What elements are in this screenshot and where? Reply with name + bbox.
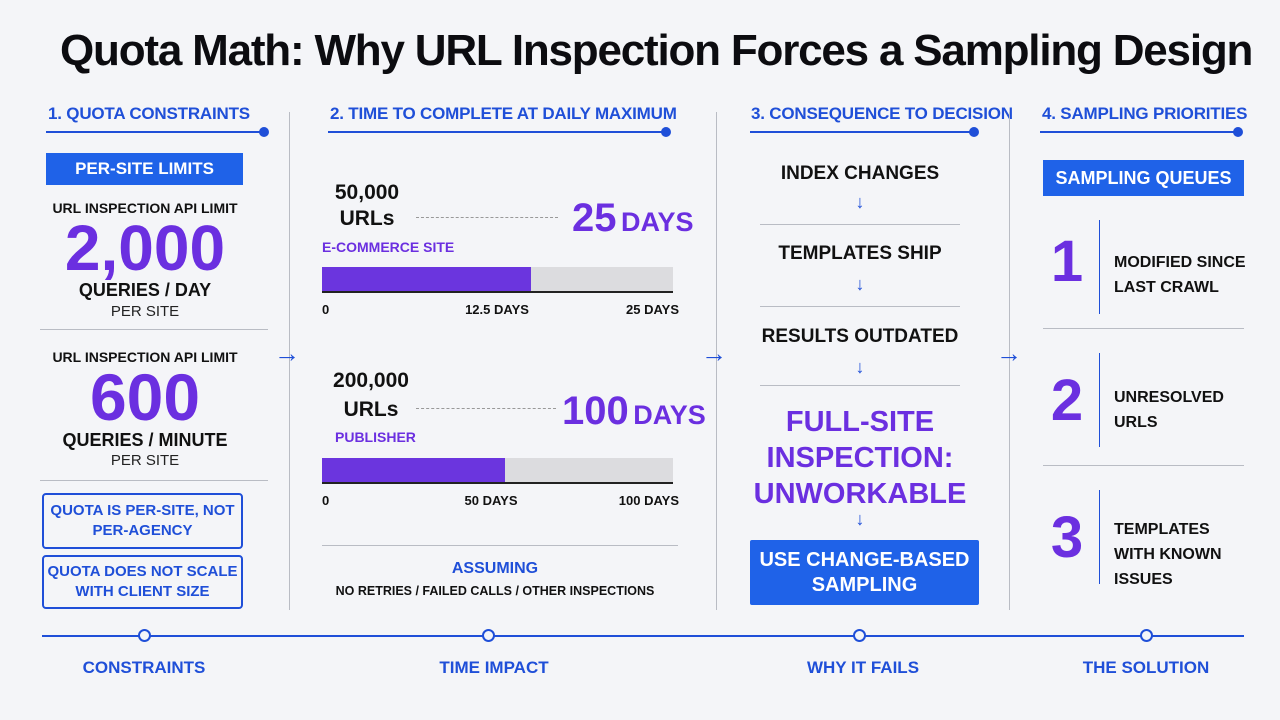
arrow-down-icon: ↓: [855, 509, 865, 529]
per-site-note: QUOTA IS PER-SITE, NOT PER-AGENCY: [42, 493, 243, 549]
timeline-dot-1: [138, 629, 151, 642]
timeline-dot-2: [482, 629, 495, 642]
case-2-tick-mid: 50 DAYS: [464, 493, 518, 508]
column-divider-1: [289, 112, 290, 610]
case-1-tick-0: 0: [322, 302, 330, 317]
section-3-heading: 3. CONSEQUENCE TO DECISION: [751, 104, 1013, 123]
queue-1-marker: [1099, 220, 1100, 314]
section-1-divider-2: [40, 480, 268, 481]
section-2-rule: [328, 131, 666, 133]
case-2-days-number: 100: [562, 389, 629, 433]
case-1-leader: [416, 217, 558, 218]
section-4-rule: [1040, 131, 1238, 133]
assuming-note: NO RETRIES / FAILED CALLS / OTHER INSPEC…: [335, 584, 655, 598]
case-2-tick-0: 0: [322, 493, 330, 508]
case-1-days-unit: DAYS: [620, 207, 694, 237]
case-1-bar: [322, 267, 673, 291]
case-1-axis: [322, 291, 673, 293]
section-1-divider: [40, 329, 268, 330]
case-2-tick-end: 100 DAYS: [618, 493, 679, 508]
queue-3-marker: [1099, 490, 1100, 584]
limit-1-value: 2,000: [64, 212, 226, 284]
limit-2-value: 600: [89, 360, 201, 434]
queue-2-marker: [1099, 353, 1100, 447]
queue-3-rank: 3: [1050, 505, 1084, 570]
case-2-unit: URLs: [343, 398, 399, 421]
limit-1-caption: URL INSPECTION API LIMIT: [52, 200, 238, 216]
timeline-label-why-it-fails: WHY IT FAILS: [806, 658, 920, 677]
limit-1-unit: QUERIES / DAY: [78, 280, 212, 300]
limit-1-scope: PER SITE: [110, 303, 180, 320]
column-divider-3: [1009, 112, 1010, 610]
arrow-down-icon: ↓: [855, 274, 865, 294]
section-2-divider: [322, 545, 678, 546]
case-1-days-number: 25: [572, 196, 617, 240]
section-1-dot: [259, 127, 269, 137]
flow-divider-3: [760, 385, 960, 386]
queue-divider-2: [1043, 465, 1244, 466]
arrow-down-icon: ↓: [855, 357, 865, 377]
case-1-tick-mid: 12.5 DAYS: [465, 302, 529, 317]
timeline-dot-4: [1140, 629, 1153, 642]
timeline-label-constraints: CONSTRAINTS: [82, 658, 206, 677]
section-4-heading: 4. SAMPLING PRIORITIES: [1042, 104, 1248, 123]
flow-step-1: INDEX CHANGES: [780, 163, 940, 184]
limit-2-unit: QUERIES / MINUTE: [62, 430, 228, 450]
queue-2-text: UNRESOLVED URLS: [1114, 389, 1224, 431]
sampling-queues-badge: SAMPLING QUEUES: [1043, 160, 1244, 196]
case-2-bar: [322, 458, 673, 482]
timeline-line: [42, 635, 1244, 637]
client-size-note: QUOTA DOES NOT SCALE WITH CLIENT SIZE: [42, 555, 243, 609]
case-1-tick-end: 25 DAYS: [626, 302, 679, 317]
case-2-type: PUBLISHER: [335, 429, 416, 445]
case-1-days: 25 DAYS: [572, 196, 694, 241]
case-2-days-unit: DAYS: [633, 400, 706, 430]
section-1-rule: [46, 131, 264, 133]
section-4-dot: [1233, 127, 1243, 137]
assuming-label: ASSUMING: [451, 560, 539, 577]
case-2-bar-fill: [322, 458, 505, 482]
case-1-bar-fill: [322, 267, 531, 291]
per-site-limits-badge: PER-SITE LIMITS: [46, 153, 243, 185]
section-1-heading: 1. QUOTA CONSTRAINTS: [48, 104, 250, 123]
page-title: Quota Math: Why URL Inspection Forces a …: [60, 26, 1253, 75]
limit-2-caption: URL INSPECTION API LIMIT: [52, 349, 238, 365]
section-3-rule: [750, 131, 974, 133]
case-2-leader: [416, 408, 556, 409]
conclusion-text: FULL-SITE INSPECTION: UNWORKABLE: [753, 406, 967, 510]
flow-divider-2: [760, 306, 960, 307]
case-2-count: 200,000: [333, 369, 409, 392]
arrow-down-icon: ↓: [855, 192, 865, 212]
action-box: USE CHANGE-BASED SAMPLING: [750, 540, 979, 605]
queue-1-rank: 1: [1050, 229, 1084, 294]
timeline-label-time-impact: TIME IMPACT: [439, 658, 549, 677]
case-1-unit: URLs: [339, 207, 395, 230]
timeline-label-solution: THE SOLUTION: [1082, 658, 1210, 677]
arrow-right-icon: →: [701, 338, 727, 368]
section-2-heading: 2. TIME TO COMPLETE AT DAILY MAXIMUM: [330, 104, 677, 123]
flow-divider-1: [760, 224, 960, 225]
queue-1-text: MODIFIED SINCE LAST CRAWL: [1114, 254, 1246, 296]
case-2-days: 100 DAYS: [562, 389, 706, 434]
section-3-dot: [969, 127, 979, 137]
case-1-type: E-COMMERCE SITE: [322, 239, 455, 255]
arrow-right-icon: →: [996, 338, 1022, 368]
queue-divider-1: [1043, 328, 1244, 329]
case-1-count: 50,000: [334, 181, 400, 204]
case-2-axis: [322, 482, 673, 484]
queue-3-text: TEMPLATES WITH KNOWN ISSUES: [1114, 521, 1222, 588]
timeline-dot-3: [853, 629, 866, 642]
column-divider-2: [716, 112, 717, 610]
arrow-right-icon: →: [274, 338, 300, 368]
section-2-dot: [661, 127, 671, 137]
flow-step-2: TEMPLATES SHIP: [778, 243, 942, 264]
limit-2-scope: PER SITE: [110, 452, 180, 469]
flow-step-3: RESULTS OUTDATED: [761, 326, 959, 347]
queue-2-rank: 2: [1050, 368, 1084, 433]
